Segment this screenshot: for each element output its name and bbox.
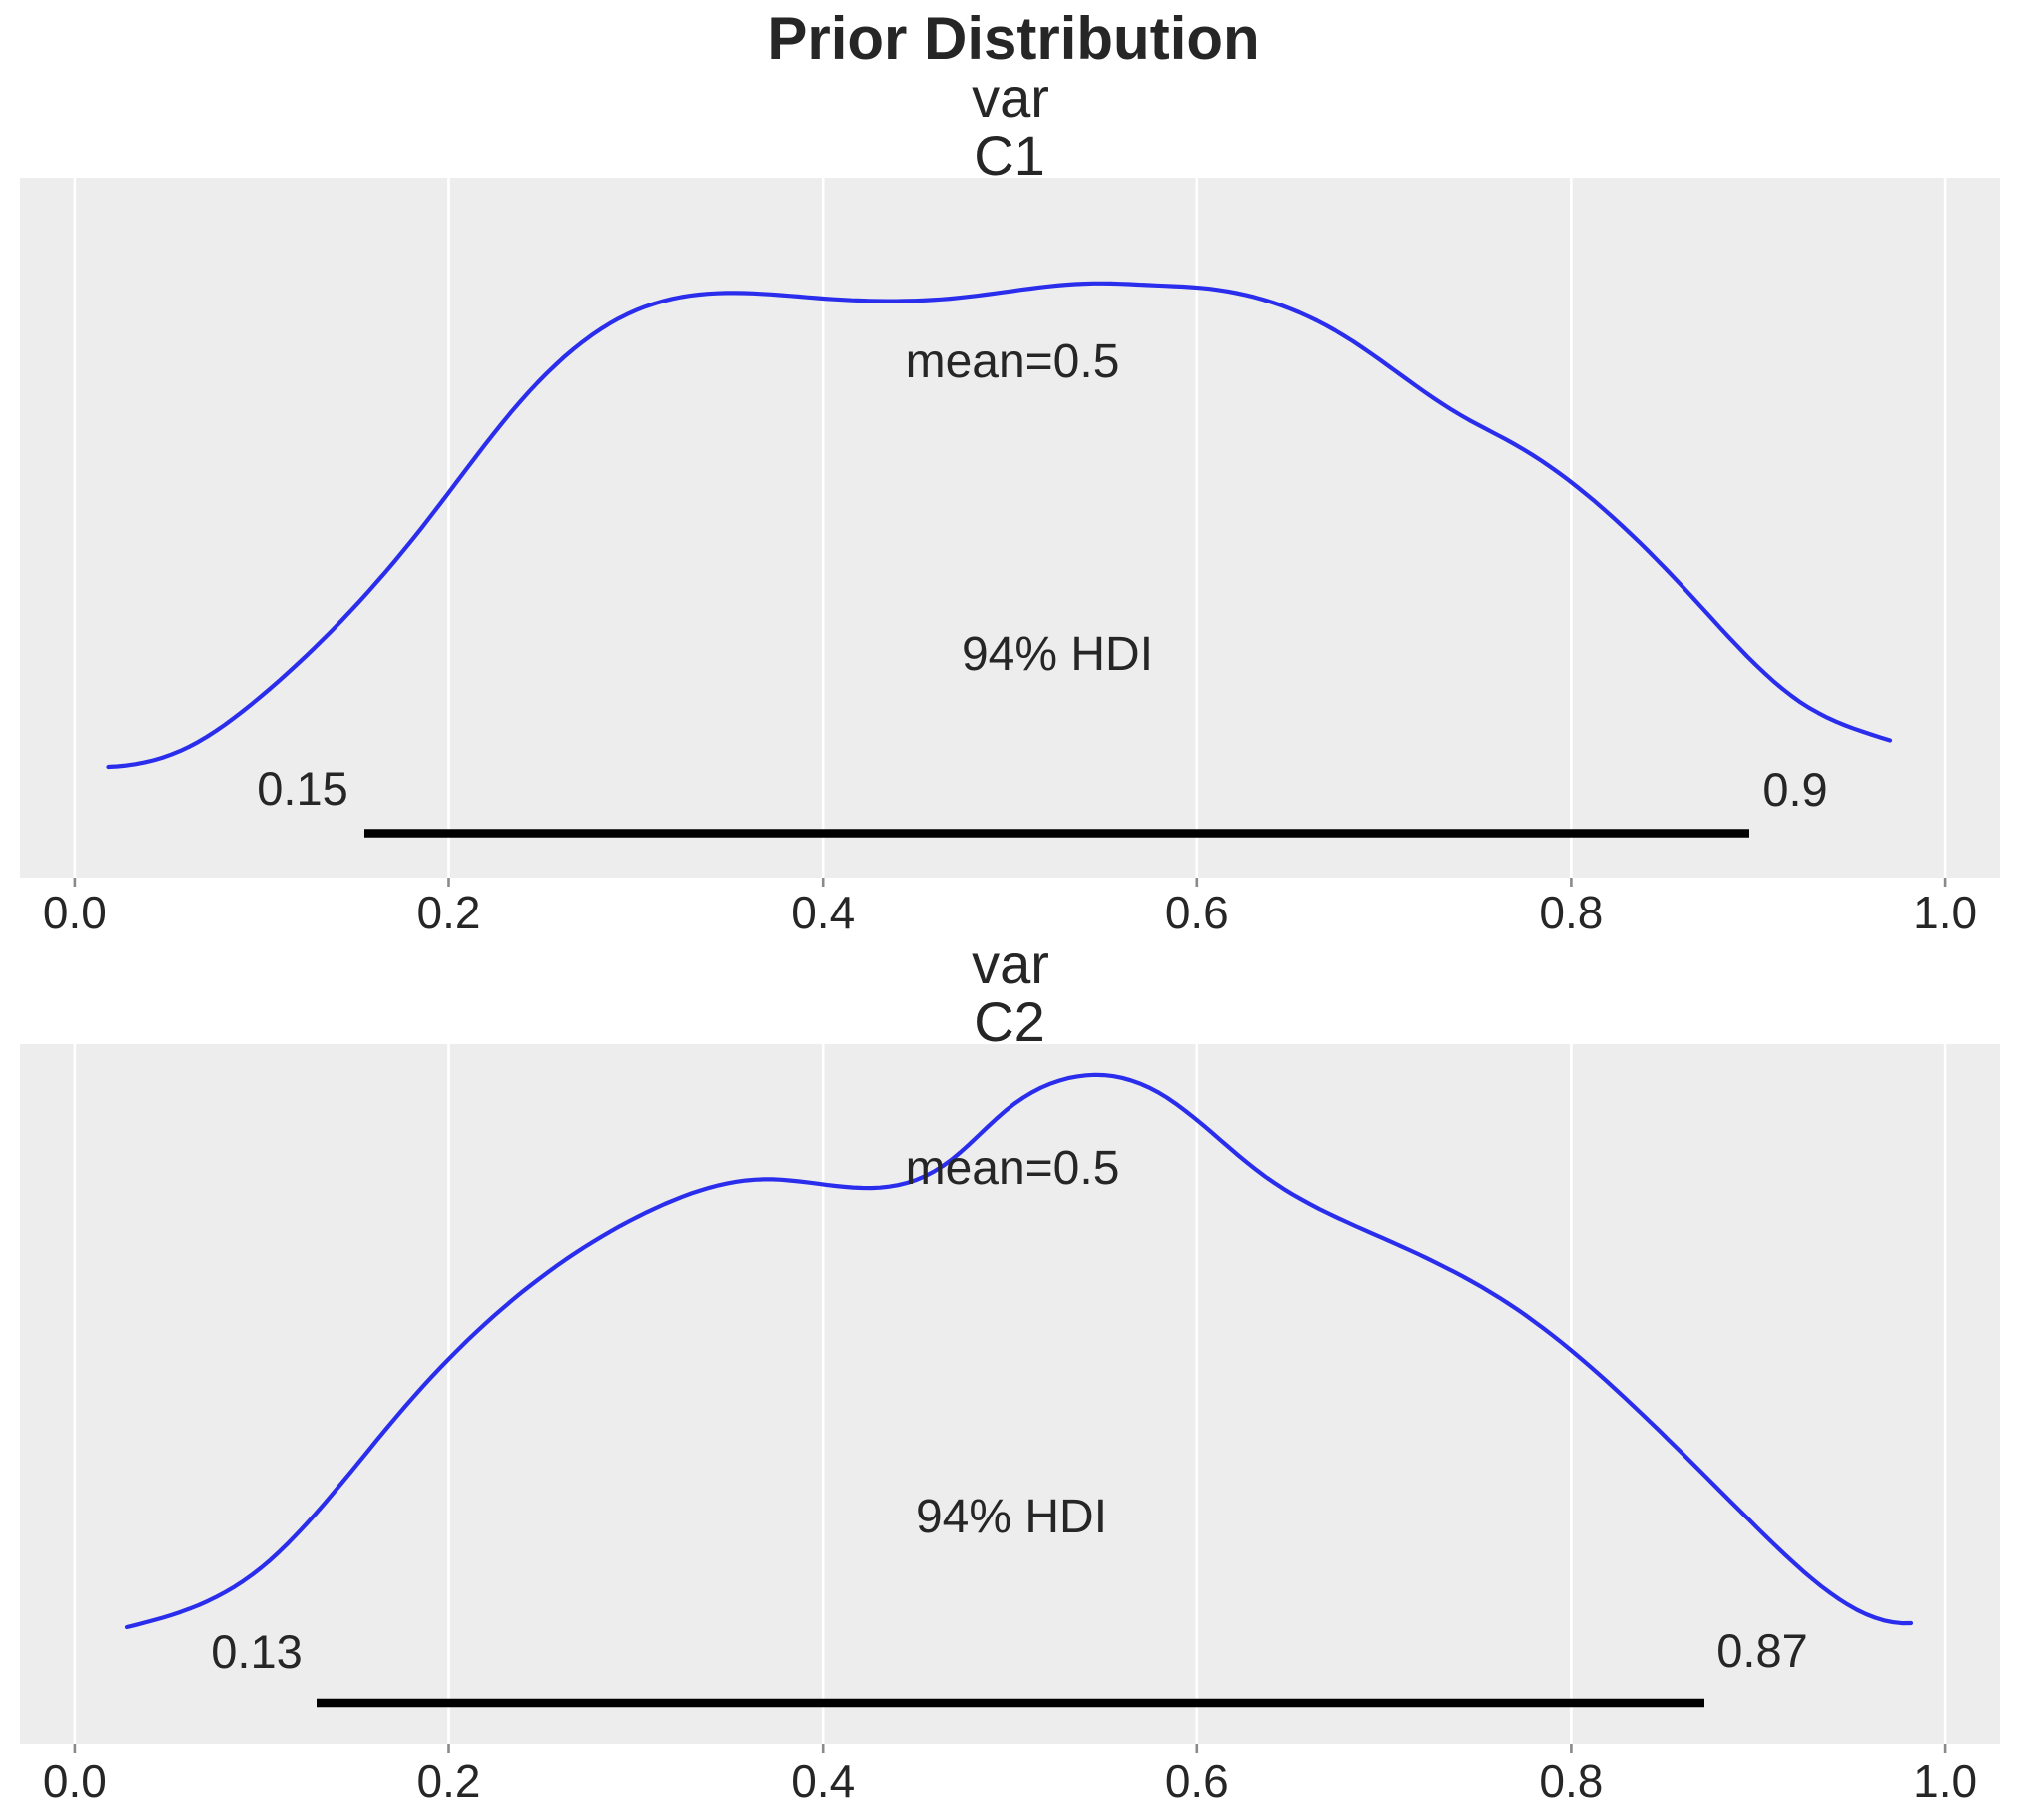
svg-text:mean=0.5: mean=0.5 — [906, 335, 1120, 388]
svg-text:1.0: 1.0 — [1913, 1755, 1977, 1807]
svg-text:var: var — [972, 932, 1049, 995]
svg-text:0.9: 0.9 — [1762, 763, 1827, 816]
svg-text:C2: C2 — [974, 990, 1045, 1053]
svg-text:0.2: 0.2 — [417, 887, 481, 938]
svg-text:C1: C1 — [974, 124, 1045, 187]
svg-text:1.0: 1.0 — [1913, 887, 1977, 938]
svg-text:0.2: 0.2 — [417, 1755, 481, 1807]
svg-text:0.6: 0.6 — [1165, 887, 1229, 938]
svg-text:94% HDI: 94% HDI — [962, 628, 1153, 681]
svg-text:0.13: 0.13 — [211, 1625, 302, 1678]
svg-text:94% HDI: 94% HDI — [916, 1491, 1107, 1543]
svg-text:0.8: 0.8 — [1539, 887, 1603, 938]
svg-text:0.0: 0.0 — [43, 887, 107, 938]
svg-text:0.4: 0.4 — [791, 887, 855, 938]
svg-text:0.87: 0.87 — [1716, 1624, 1807, 1677]
svg-text:Prior Distribution: Prior Distribution — [767, 5, 1259, 72]
svg-text:0.0: 0.0 — [43, 1755, 107, 1807]
svg-text:0.15: 0.15 — [257, 762, 347, 815]
svg-text:0.8: 0.8 — [1539, 1755, 1603, 1807]
svg-text:var: var — [972, 66, 1049, 129]
svg-text:mean=0.5: mean=0.5 — [906, 1142, 1120, 1195]
svg-text:0.4: 0.4 — [791, 1755, 855, 1807]
svg-text:0.6: 0.6 — [1165, 1755, 1229, 1807]
